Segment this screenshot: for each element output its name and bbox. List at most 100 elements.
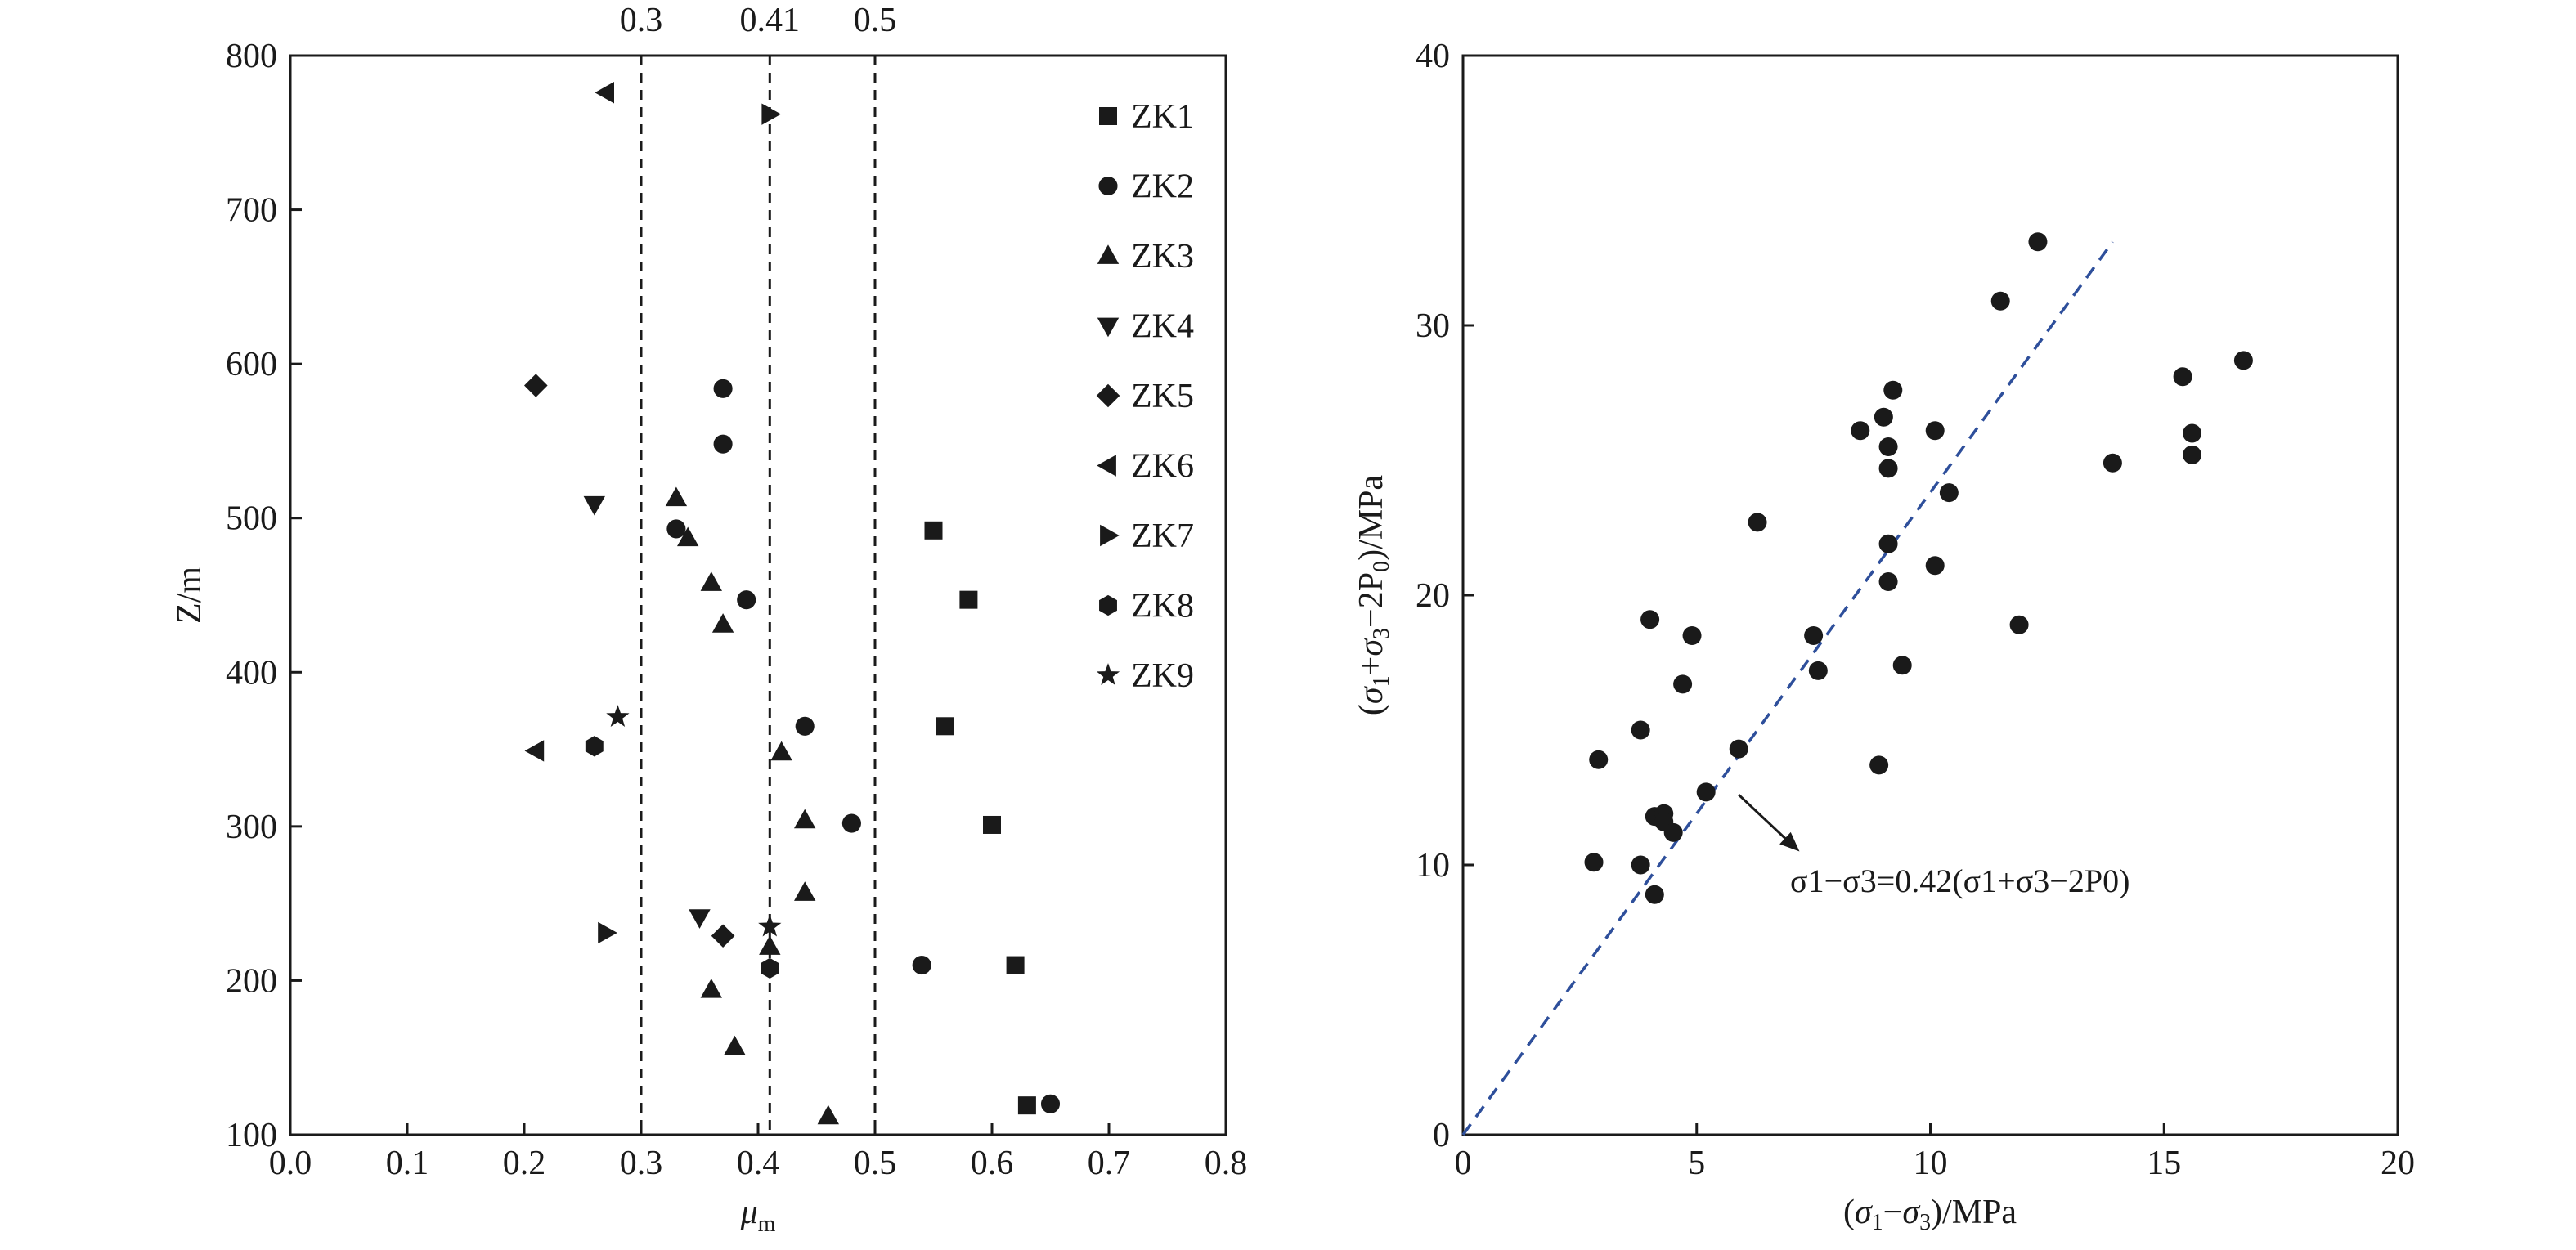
- y-tick-label: 700: [226, 192, 277, 230]
- data-point-zk2: [1040, 1094, 1061, 1113]
- data-point-zk3: [700, 571, 722, 591]
- data-point: [1874, 407, 1893, 427]
- data-point-zk2: [713, 434, 733, 454]
- data-point: [1748, 513, 1767, 532]
- data-point-zk1: [936, 717, 954, 736]
- data-point-zk7: [598, 921, 617, 944]
- x-tick-label: 10: [1914, 1145, 1948, 1182]
- left-axis-ticks: 0.0 0.1 0.2 0.3 0.4 0.5 0.6 0.7 0.8 100 200 300 400 5…: [226, 38, 1247, 1182]
- fit-equation-annotation: σ1−σ3=0.42(σ1+σ3−2P0): [1738, 794, 2129, 899]
- data-point-zk1: [924, 521, 943, 540]
- y-tick-label: 800: [226, 38, 277, 75]
- data-point-zk3: [665, 486, 688, 507]
- x-tick-label: 20: [2381, 1145, 2415, 1182]
- data-point-zk1: [959, 590, 978, 609]
- data-point-zk3: [794, 809, 816, 829]
- data-point-zk2: [666, 519, 686, 539]
- legend-label-zk5: ZK5: [1131, 378, 1194, 415]
- data-point: [2009, 615, 2029, 634]
- annotation-arrowhead: [1779, 831, 1800, 852]
- data-point-zk3: [677, 526, 699, 547]
- data-point-zk2: [795, 716, 815, 736]
- data-point: [2103, 453, 2122, 473]
- data-point: [1990, 291, 2010, 311]
- right-x-axis-title: (σ1−σ3)/MPa: [1843, 1194, 2017, 1235]
- left-legend: ZK1 ZK2 ZK3 ZK4 ZK5 ZK6 ZK7 ZK8 ZK9: [1096, 98, 1194, 695]
- reference-line-label: 0.41: [740, 2, 801, 39]
- right-y-axis-title: (σ1+σ3−2P0)/MPa: [1353, 475, 1394, 716]
- data-point: [1682, 626, 1702, 645]
- data-point-zk9: [758, 914, 782, 937]
- right-fit-line-group: [1461, 240, 2114, 1136]
- data-point-zk9: [606, 705, 630, 727]
- data-point: [1589, 750, 1609, 769]
- legend-marker-zk4: [1097, 317, 1120, 338]
- data-point-zk3: [817, 1104, 839, 1125]
- left-y-axis-title: Z/m: [171, 567, 209, 624]
- data-point-zk2: [912, 956, 931, 975]
- data-point: [1631, 720, 1650, 740]
- data-point: [1729, 739, 1748, 759]
- x-tick-label: 0.3: [620, 1145, 663, 1182]
- legend-marker-zk7: [1100, 524, 1120, 547]
- y-tick-label: 100: [226, 1117, 277, 1154]
- y-tick-label: 400: [226, 654, 277, 692]
- data-point: [1892, 656, 1912, 675]
- fit-equation-label: σ1−σ3=0.42(σ1+σ3−2P0): [1790, 862, 2129, 899]
- data-point-zk4: [689, 909, 711, 929]
- data-point-zk3: [724, 1035, 746, 1055]
- y-tick-label: 200: [226, 962, 277, 1000]
- data-point: [1883, 380, 1903, 400]
- data-point: [2183, 445, 2202, 464]
- data-point-zk4: [583, 495, 605, 516]
- x-tick-label: 0.0: [269, 1145, 312, 1182]
- x-tick-label: 0.1: [386, 1145, 429, 1182]
- legend-marker-zk2: [1098, 176, 1118, 196]
- legend-label-zk2: ZK2: [1131, 168, 1194, 206]
- y-tick-label: 10: [1416, 847, 1450, 885]
- left-plot-frame: [289, 54, 1227, 1136]
- data-point: [1584, 853, 1604, 872]
- x-tick-label: 0.2: [503, 1145, 546, 1182]
- annotation-arrow: [1738, 794, 1793, 845]
- y-tick-label: 30: [1416, 307, 1450, 345]
- data-point-zk8: [585, 736, 604, 757]
- data-point: [1808, 661, 1828, 680]
- data-point-zk3: [711, 613, 734, 633]
- data-point-zk7: [761, 103, 782, 125]
- data-point: [1878, 534, 1898, 553]
- legend-label-zk8: ZK8: [1131, 588, 1194, 625]
- x-tick-label: 0.4: [737, 1145, 780, 1182]
- legend-label-zk1: ZK1: [1131, 98, 1194, 136]
- data-point-zk6: [595, 82, 614, 104]
- fit-line: [1461, 240, 2114, 1136]
- data-point-zk3: [770, 741, 792, 761]
- left-reference-lines: 0.3 0.41 0.5: [620, 2, 896, 1135]
- x-tick-label: 0: [1455, 1145, 1472, 1182]
- y-tick-label: 0: [1433, 1117, 1450, 1154]
- data-point: [1673, 674, 1693, 694]
- data-point: [1878, 459, 1898, 478]
- data-point: [1663, 822, 1683, 842]
- data-point-zk2: [713, 379, 733, 398]
- y-tick-label: 500: [226, 500, 277, 538]
- data-point-zk3: [759, 935, 781, 955]
- data-point-zk1: [983, 815, 1001, 834]
- left-x-axis-title: μm: [740, 1194, 776, 1237]
- right-axis-ticks: 0 5 10 15 20 0 10 20 30 40: [1416, 38, 2415, 1182]
- legend-marker-zk8: [1099, 594, 1117, 616]
- legend-marker-zk6: [1097, 455, 1116, 477]
- legend-label-zk7: ZK7: [1131, 517, 1194, 555]
- legend-marker-zk3: [1097, 244, 1120, 264]
- data-point: [2173, 367, 2192, 387]
- depth-friction-chart: 0.3 0.41 0.5 0.0 0.1 0.2 0.3 0.4 0.5 0.6 0.7 0.8 10…: [171, 2, 1247, 1237]
- data-point: [2233, 351, 2253, 370]
- y-tick-label: 40: [1416, 38, 1450, 75]
- legend-marker-zk9: [1096, 663, 1120, 686]
- data-point: [1878, 572, 1898, 591]
- x-tick-label: 0.5: [854, 1145, 897, 1182]
- right-data-points: [1584, 232, 2253, 904]
- x-tick-label: 15: [2147, 1145, 2181, 1182]
- legend-marker-zk1: [1099, 107, 1117, 125]
